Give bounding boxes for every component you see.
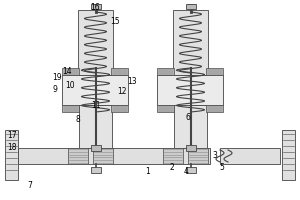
Text: 14: 14 [62, 68, 72, 76]
Bar [91, 4, 100, 9]
Bar [157, 75, 223, 105]
Bar [93, 148, 113, 164]
Text: 12: 12 [117, 88, 127, 97]
Bar [157, 105, 174, 112]
Text: 5: 5 [220, 164, 224, 172]
Bar [157, 68, 174, 75]
Bar [62, 68, 79, 75]
Bar [185, 145, 196, 151]
Text: 15: 15 [110, 18, 120, 26]
Bar [282, 130, 295, 180]
Bar [62, 75, 128, 105]
Text: 2: 2 [169, 164, 174, 172]
Text: 7: 7 [28, 180, 32, 190]
Bar [91, 145, 100, 151]
Text: 8: 8 [76, 116, 80, 124]
Bar [206, 105, 223, 112]
Bar [185, 4, 196, 9]
Text: 3: 3 [213, 150, 218, 160]
Bar [91, 167, 100, 173]
Bar [206, 68, 223, 75]
Bar [220, 148, 280, 164]
Bar [78, 10, 113, 75]
Bar [111, 68, 128, 75]
Bar [62, 105, 79, 112]
Bar [185, 167, 196, 173]
Bar [68, 148, 88, 164]
Text: 18: 18 [7, 144, 17, 152]
Text: 17: 17 [7, 132, 17, 140]
Bar [18, 148, 210, 164]
Text: 1: 1 [146, 168, 150, 176]
Bar [174, 105, 207, 148]
Text: 19: 19 [52, 73, 62, 82]
Bar [173, 10, 208, 75]
Text: 6: 6 [186, 114, 190, 122]
Text: 11: 11 [91, 100, 101, 110]
Text: 13: 13 [127, 77, 137, 86]
Bar [188, 148, 208, 164]
Text: 16: 16 [90, 2, 100, 11]
Bar [111, 105, 128, 112]
Text: 10: 10 [65, 82, 75, 90]
Text: 9: 9 [52, 86, 57, 95]
Bar [79, 105, 112, 148]
Text: 4: 4 [184, 168, 188, 176]
Bar [163, 148, 183, 164]
Bar [5, 130, 18, 180]
